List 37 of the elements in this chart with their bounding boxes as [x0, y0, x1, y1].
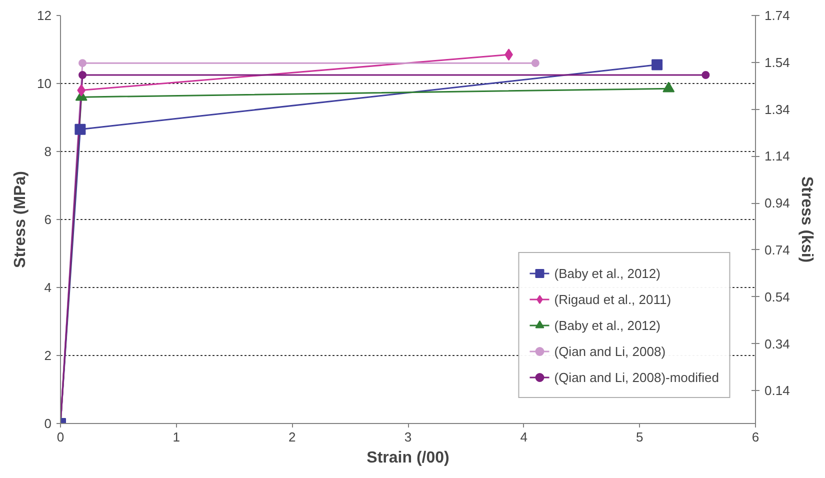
y2-tick-label: 1.34 [764, 102, 790, 117]
point [702, 71, 710, 79]
point [652, 59, 663, 70]
legend-label: (Qian and Li, 2008) [554, 344, 666, 358]
x-tick-label: 6 [752, 430, 760, 444]
y-tick-label: 2 [44, 348, 52, 363]
x-tick-label: 3 [404, 430, 412, 444]
y-tick-label: 0 [44, 416, 52, 431]
legend-label: (Rigaud et al., 2011) [554, 292, 672, 306]
x-tick-label: 2 [288, 430, 296, 444]
y2-tick-label: 0.34 [764, 336, 790, 352]
point [531, 59, 540, 68]
y2-tick-label: 0.14 [764, 383, 790, 398]
x-tick-label: 0 [56, 430, 64, 444]
y2-axis-title: Stress (ksi) [798, 176, 815, 263]
legend-label: (Baby et al., 2012) [554, 266, 660, 280]
legend-label: (Qian and Li, 2008)-modified [554, 370, 719, 384]
y2-tick-label: 1.54 [764, 54, 790, 70]
x-tick-label: 5 [636, 430, 644, 444]
y-tick-label: 8 [44, 144, 52, 159]
y2-tick-label: 0.54 [764, 289, 790, 304]
legend-label: (Baby et al., 2012) [554, 318, 660, 332]
x-tick-label: 4 [520, 430, 528, 444]
y-tick-label: 4 [44, 280, 52, 295]
point [78, 59, 87, 68]
point [78, 71, 87, 79]
y2-tick-label: 1.74 [764, 8, 790, 23]
x-tick-label: 1 [172, 430, 180, 444]
point [74, 124, 86, 135]
y-tick-label: 6 [44, 212, 52, 227]
y-axis-title: Stress (MPa) [12, 171, 30, 268]
x-axis-title: Strain (/00) [366, 450, 450, 466]
y2-tick-label: 1.14 [764, 148, 790, 164]
y2-tick-label: 0.74 [764, 242, 790, 258]
y-tick-label: 12 [37, 8, 52, 23]
y-tick-label: 10 [37, 76, 52, 91]
y2-tick-label: 0.94 [764, 196, 790, 211]
